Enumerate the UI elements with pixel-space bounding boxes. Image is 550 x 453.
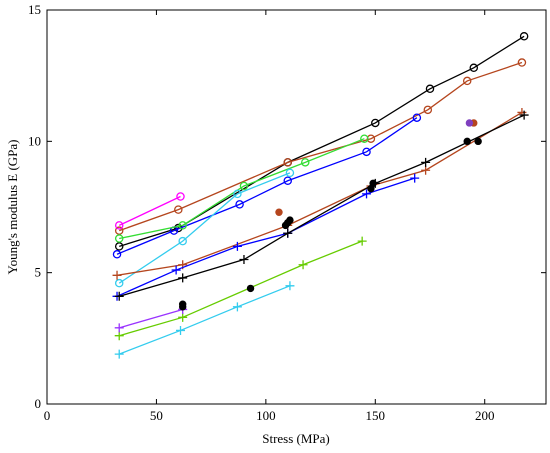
data-point: [463, 137, 471, 146]
data-series: [465, 119, 474, 127]
data-point: [114, 242, 124, 251]
series-line: [116, 111, 523, 276]
data-point: [114, 226, 124, 235]
data-point: [425, 84, 435, 94]
data-point: [114, 278, 124, 288]
series-layer: [112, 32, 529, 359]
data-point: [178, 273, 188, 283]
data-point: [178, 300, 187, 308]
data-point: [465, 119, 474, 127]
data-point: [114, 349, 124, 359]
data-point: [176, 325, 186, 335]
data-point: [283, 228, 293, 238]
data-point: [178, 221, 187, 230]
data-point: [178, 236, 187, 246]
series-line: [119, 308, 183, 329]
data-point: [178, 312, 188, 322]
data-point: [517, 58, 527, 67]
data-point: [360, 134, 369, 143]
data-point: [421, 165, 431, 175]
y-tick-label: 5: [35, 265, 42, 280]
data-series: [112, 173, 420, 301]
data-point: [357, 236, 367, 246]
data-point: [114, 291, 124, 301]
data-point: [112, 270, 122, 280]
data-series: [114, 236, 367, 341]
x-tick-label: 150: [366, 408, 386, 423]
series-line: [119, 138, 365, 240]
data-point: [469, 63, 479, 73]
series-line: [118, 172, 291, 284]
data-point: [285, 168, 295, 178]
data-point: [362, 147, 371, 157]
data-point: [285, 281, 295, 291]
y-axis-label: Young's modulus E (GPa): [5, 139, 20, 274]
x-tick-label: 0: [44, 408, 51, 423]
series-line: [119, 240, 363, 337]
data-series: [178, 137, 482, 311]
data-point: [174, 205, 183, 214]
data-series: [114, 168, 295, 288]
data-point: [474, 137, 482, 146]
data-point: [114, 234, 124, 243]
data-point: [283, 176, 292, 185]
x-axis-ticks: 0 50 100 150 200: [44, 10, 495, 423]
data-point: [421, 157, 431, 167]
data-point: [112, 250, 122, 259]
data-series: [114, 134, 369, 243]
data-point: [232, 241, 242, 251]
x-axis-label: Stress (MPa): [262, 431, 330, 446]
y-tick-label: 10: [28, 133, 41, 148]
data-point: [412, 113, 422, 122]
plot-frame: [46, 9, 547, 405]
data-point: [114, 323, 124, 333]
data-point: [410, 173, 420, 183]
data-point: [176, 192, 185, 201]
data-point: [423, 105, 433, 115]
data-point: [239, 255, 249, 265]
data-point: [362, 189, 372, 199]
data-point: [298, 260, 308, 270]
x-tick-label: 100: [256, 408, 276, 423]
data-point: [369, 179, 377, 188]
data-series: [114, 58, 527, 235]
y-axis-ticks: 0 5 10 15: [28, 2, 546, 411]
data-point: [232, 302, 242, 312]
data-point: [519, 32, 529, 41]
y-tick-label: 0: [35, 396, 42, 411]
data-point: [233, 189, 242, 199]
data-series: [114, 192, 185, 230]
data-point: [275, 208, 283, 216]
x-tick-label: 50: [150, 408, 163, 423]
data-point: [301, 158, 310, 167]
data-point: [239, 181, 249, 191]
series-line: [116, 117, 418, 255]
data-point: [286, 216, 294, 224]
series-line: [118, 195, 181, 226]
data-point: [283, 158, 292, 167]
series-line: [119, 35, 525, 248]
data-point: [246, 284, 255, 293]
data-point: [114, 221, 124, 230]
x-tick-label: 200: [475, 408, 495, 423]
data-series: [112, 113, 422, 259]
data-point: [171, 265, 181, 275]
y-tick-label: 15: [28, 2, 41, 17]
data-point: [114, 331, 124, 341]
series-line: [116, 177, 415, 297]
data-point: [235, 200, 244, 209]
data-point: [519, 110, 529, 120]
data-series: [114, 110, 529, 301]
series-line: [118, 285, 291, 355]
data-point: [462, 76, 472, 86]
series-line: [119, 61, 523, 232]
data-series: [114, 281, 295, 359]
data-point: [371, 118, 380, 128]
